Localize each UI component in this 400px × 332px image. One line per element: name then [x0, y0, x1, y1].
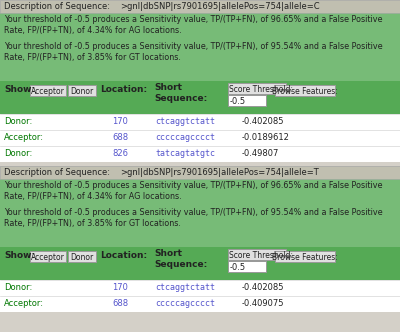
- Bar: [0, 166, 400, 179]
- Text: tatcagtatgtc: tatcagtatgtc: [155, 149, 215, 158]
- Text: Donor:: Donor:: [4, 117, 32, 126]
- Bar: [0, 280, 400, 296]
- Bar: [228, 261, 266, 272]
- Bar: [68, 85, 96, 96]
- Text: Location:: Location:: [100, 85, 147, 94]
- Text: Description of Sequence:: Description of Sequence:: [4, 168, 110, 177]
- Text: Browse Features:: Browse Features:: [272, 87, 338, 96]
- Text: Your threshold of -0.5 produces a Sensitivity value, TP/(TP+FN), of 95.54% and a: Your threshold of -0.5 produces a Sensit…: [4, 42, 383, 62]
- Text: -0.0189612: -0.0189612: [242, 133, 290, 142]
- Text: -0.5: -0.5: [230, 97, 246, 106]
- Text: Donor:: Donor:: [4, 283, 32, 292]
- Text: 170: 170: [112, 283, 128, 292]
- Text: Your threshold of -0.5 produces a Sensitivity value, TP/(TP+FN), of 96.65% and a: Your threshold of -0.5 produces a Sensit…: [4, 181, 382, 201]
- Text: Score Threshold:: Score Threshold:: [229, 85, 293, 94]
- Text: -0.5: -0.5: [230, 263, 246, 272]
- Bar: [0, 312, 400, 332]
- Text: -0.409075: -0.409075: [242, 299, 284, 308]
- Text: ctcaggtctatt: ctcaggtctatt: [155, 117, 215, 126]
- Text: cccccagcccct: cccccagcccct: [155, 299, 215, 308]
- Text: Your threshold of -0.5 produces a Sensitivity value, TP/(TP+FN), of 96.65% and a: Your threshold of -0.5 produces a Sensit…: [4, 15, 382, 35]
- Bar: [0, 0, 400, 13]
- Text: cccccagcccct: cccccagcccct: [155, 133, 215, 142]
- Bar: [0, 130, 400, 146]
- Bar: [30, 251, 66, 262]
- Text: Description of Sequence:: Description of Sequence:: [4, 2, 110, 11]
- Bar: [68, 251, 96, 262]
- Text: Your threshold of -0.5 produces a Sensitivity value, TP/(TP+FN), of 95.54% and a: Your threshold of -0.5 produces a Sensit…: [4, 208, 383, 228]
- Text: Show:: Show:: [4, 85, 35, 94]
- Bar: [0, 162, 400, 166]
- Text: Donor:: Donor:: [4, 149, 32, 158]
- Bar: [228, 95, 266, 106]
- Bar: [0, 296, 400, 312]
- Text: 688: 688: [112, 133, 128, 142]
- Text: ctcaggtctatt: ctcaggtctatt: [155, 283, 215, 292]
- Bar: [0, 166, 400, 179]
- Bar: [275, 85, 335, 96]
- Text: >gnl|dbSNP|rs7901695|allelePos=754|allele=C: >gnl|dbSNP|rs7901695|allelePos=754|allel…: [120, 2, 320, 11]
- Text: Browse Features:: Browse Features:: [272, 253, 338, 262]
- Text: -0.402085: -0.402085: [242, 283, 284, 292]
- Bar: [0, 114, 400, 130]
- Bar: [228, 83, 286, 94]
- Bar: [0, 0, 400, 13]
- Bar: [0, 179, 400, 247]
- Text: -0.49807: -0.49807: [242, 149, 279, 158]
- Text: Short
Sequence:: Short Sequence:: [154, 249, 207, 269]
- Text: -0.402085: -0.402085: [242, 117, 284, 126]
- Bar: [228, 249, 286, 260]
- Bar: [30, 85, 66, 96]
- Bar: [0, 81, 400, 114]
- Text: Location:: Location:: [100, 251, 147, 260]
- Text: Score Threshold:: Score Threshold:: [229, 251, 293, 260]
- Text: Acceptor: Acceptor: [31, 87, 65, 96]
- Text: Acceptor:: Acceptor:: [4, 133, 44, 142]
- Text: >gnl|dbSNP|rs7901695|allelePos=754|allele=T: >gnl|dbSNP|rs7901695|allelePos=754|allel…: [120, 168, 319, 177]
- Text: Short
Sequence:: Short Sequence:: [154, 83, 207, 103]
- Text: Acceptor:: Acceptor:: [4, 299, 44, 308]
- Text: 170: 170: [112, 117, 128, 126]
- Text: Show:: Show:: [4, 251, 35, 260]
- Bar: [0, 13, 400, 81]
- Text: Donor: Donor: [70, 253, 94, 262]
- Bar: [275, 251, 335, 262]
- Text: Donor: Donor: [70, 87, 94, 96]
- Text: 688: 688: [112, 299, 128, 308]
- Text: Acceptor: Acceptor: [31, 253, 65, 262]
- Bar: [0, 247, 400, 280]
- Bar: [0, 146, 400, 162]
- Text: 826: 826: [112, 149, 128, 158]
